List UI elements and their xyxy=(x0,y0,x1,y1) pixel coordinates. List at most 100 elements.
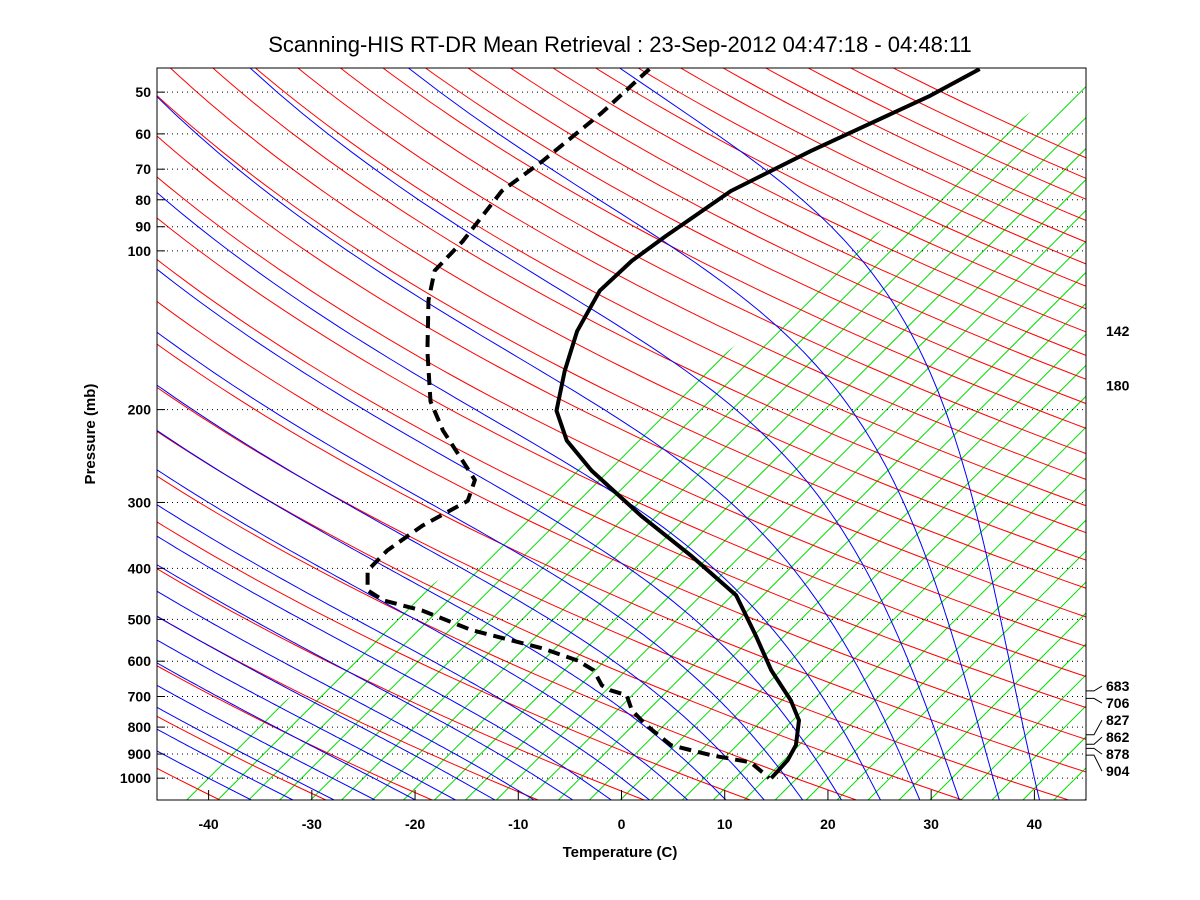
moist-adiabat-line xyxy=(157,662,416,800)
dry-adiabat-line xyxy=(679,68,1086,265)
isotherm-line xyxy=(0,63,57,800)
dry-adiabat-lines xyxy=(157,68,1086,800)
x-tick-label: -20 xyxy=(405,816,425,832)
isotherm-line xyxy=(743,68,1086,800)
dry-adiabat-line xyxy=(552,68,1086,333)
annotation-leader-line xyxy=(1086,747,1103,755)
x-tick-label: 40 xyxy=(1027,816,1043,832)
isotherm-line xyxy=(712,68,1086,800)
moist-adiabat-line xyxy=(157,429,727,800)
moist-adiabat-line xyxy=(619,68,1040,800)
moist-adiabat-line xyxy=(157,706,335,800)
y-tick-label: 600 xyxy=(128,653,152,669)
dry-adiabat-line xyxy=(467,68,1086,380)
y-tick-label: 50 xyxy=(135,84,151,100)
isotherm-line xyxy=(867,68,1086,800)
moist-adiabat-line xyxy=(408,68,1000,800)
y-tick-label: 90 xyxy=(135,219,151,235)
isotherm-line xyxy=(898,68,1086,800)
dry-adiabat-line xyxy=(424,68,1086,405)
y-tick-label: 80 xyxy=(135,192,151,208)
isotherm-line xyxy=(434,68,1086,800)
isotherm-line xyxy=(805,68,1086,800)
isotherm-line xyxy=(681,68,1086,800)
dewpoint-profile-line xyxy=(365,68,771,780)
moist-adiabat-line xyxy=(157,564,574,800)
pressure-annotation: 180 xyxy=(1106,378,1130,394)
dry-adiabat-line xyxy=(157,94,1086,589)
dry-adiabat-line xyxy=(157,217,1086,678)
moist-adiabat-line xyxy=(157,535,612,800)
isotherm-line xyxy=(496,68,1086,800)
dry-adiabat-line xyxy=(157,135,1086,618)
y-tick-label: 1000 xyxy=(120,770,151,786)
chart-title: Scanning-HIS RT-DR Mean Retrieval : 23-S… xyxy=(268,32,972,57)
x-axis-label: Temperature (C) xyxy=(563,844,678,861)
dry-adiabat-line xyxy=(157,665,433,800)
annotation-leader-line xyxy=(1086,685,1103,692)
pressure-annotation: 706 xyxy=(1106,695,1130,711)
dry-adiabat-line xyxy=(764,68,1086,222)
isotherm-line xyxy=(0,63,119,800)
y-tick-label: 800 xyxy=(128,719,152,735)
y-tick-label: 60 xyxy=(135,126,151,142)
pressure-annotation: 827 xyxy=(1106,712,1130,728)
y-tick-label: 70 xyxy=(135,161,151,177)
y-axis-ticks: 50 60 70 80 90 100 200 300 400 500 600 700 800 900 100… xyxy=(120,84,165,786)
dry-adiabat-line xyxy=(157,386,1069,800)
isotherm-line xyxy=(774,68,1086,800)
dry-adiabat-line xyxy=(157,568,645,800)
isotherm-line xyxy=(0,63,88,800)
pressure-annotation: 878 xyxy=(1106,746,1130,762)
temperature-profile-line xyxy=(554,68,981,780)
dry-adiabat-line xyxy=(157,430,963,800)
moist-adiabat-lines xyxy=(157,68,1040,800)
isotherm-line xyxy=(372,68,1086,800)
isotherm-line xyxy=(929,68,1086,800)
y-tick-label: 100 xyxy=(128,243,152,259)
y-axis-label: Pressure (mb) xyxy=(82,384,99,485)
dry-adiabat-line xyxy=(157,616,539,800)
moist-adiabat-line xyxy=(157,191,881,800)
pressure-annotation: 862 xyxy=(1106,729,1130,745)
moist-adiabat-line xyxy=(157,95,921,800)
sounding-series xyxy=(365,68,981,780)
dry-adiabat-line xyxy=(157,258,1086,709)
moist-adiabat-line xyxy=(157,728,294,800)
moist-adiabat-line xyxy=(157,268,842,800)
x-tick-label: -40 xyxy=(198,816,218,832)
moist-adiabat-line xyxy=(157,384,765,800)
x-tick-label: 10 xyxy=(717,816,733,832)
dry-adiabat-line xyxy=(169,68,1086,561)
dry-adiabat-line xyxy=(157,475,857,800)
y-tick-label: 900 xyxy=(128,746,152,762)
dry-adiabat-line xyxy=(637,68,1086,287)
isotherm-line xyxy=(1084,68,1086,800)
pressure-annotation: 904 xyxy=(1106,763,1130,779)
annotation-leader-line xyxy=(1086,736,1103,745)
isotherm-line xyxy=(527,68,1086,800)
dry-adiabat-line xyxy=(157,343,1086,773)
isotherm-line xyxy=(465,68,1086,800)
isotherm-line xyxy=(619,68,1086,800)
y-tick-label: 500 xyxy=(128,611,152,627)
isotherm-line xyxy=(836,68,1086,800)
dry-adiabat-line xyxy=(157,300,1086,740)
dry-adiabat-line xyxy=(254,68,1086,507)
x-axis-ticks: -40 -30 -20 -10 0 10 20 30 40 xyxy=(198,790,1042,832)
dry-adiabat-line xyxy=(594,68,1086,310)
isotherm-line xyxy=(588,68,1086,800)
x-tick-label: -10 xyxy=(508,816,528,832)
x-tick-label: 20 xyxy=(820,816,836,832)
moist-adiabat-line xyxy=(157,469,689,800)
dry-adiabat-line xyxy=(157,521,751,800)
annotation-leader-line xyxy=(1086,754,1103,772)
moist-adiabat-line xyxy=(249,68,960,800)
isotherm-line xyxy=(403,68,1086,800)
moist-adiabat-line xyxy=(157,684,376,800)
pressure-annotation: 683 xyxy=(1106,678,1130,694)
pressure-annotation: 142 xyxy=(1106,323,1130,339)
dry-adiabat-line xyxy=(382,68,1086,429)
moist-adiabat-line xyxy=(157,590,535,800)
